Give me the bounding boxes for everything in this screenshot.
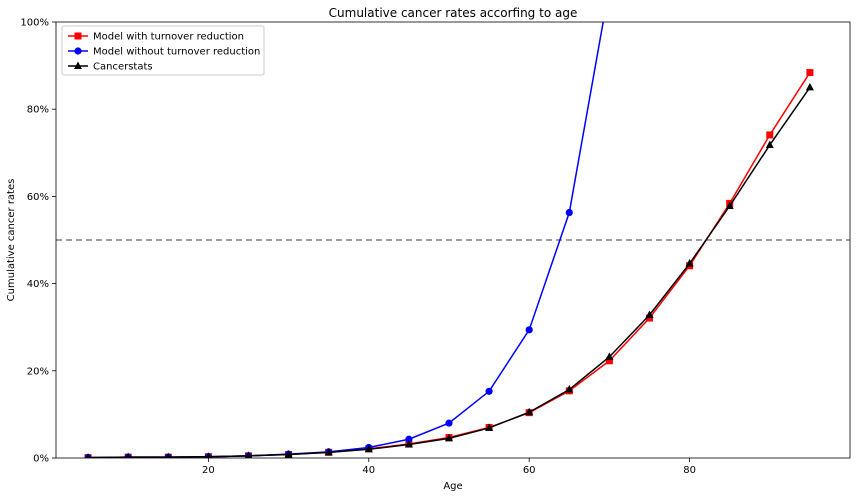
- plot-area: [56, 22, 850, 458]
- y-tick-label: 20%: [27, 366, 49, 377]
- series-2: [85, 82, 814, 458]
- legend: Model with turnover reduction Model witho…: [61, 25, 265, 76]
- data-point: [244, 451, 253, 458]
- data-point: [444, 433, 453, 442]
- data-point: [765, 140, 774, 148]
- legend-marker: [74, 61, 82, 69]
- y-tick-label: 0%: [33, 454, 49, 465]
- y-tick-label: 60%: [27, 192, 49, 203]
- data-point: [605, 357, 613, 365]
- legend-marker: [74, 32, 82, 40]
- data-point: [806, 69, 814, 77]
- data-point: [685, 259, 694, 267]
- data-point: [605, 352, 614, 360]
- series-line: [88, 72, 811, 458]
- data-point: [85, 453, 91, 458]
- y-tick-label: 80%: [27, 105, 49, 116]
- series-line: [88, 86, 811, 458]
- chart-title: Cumulative cancer rates accorfing to age: [329, 6, 578, 20]
- data-point: [645, 314, 653, 322]
- data-point: [725, 201, 734, 209]
- data-point: [165, 452, 172, 458]
- data-point: [324, 447, 333, 456]
- y-tick-label: 100%: [20, 18, 49, 29]
- x-axis-label: Age: [443, 481, 462, 492]
- legend-entry-label: Model with turnover reduction: [93, 32, 244, 43]
- series-0: [84, 69, 814, 458]
- x-tick-label: 60: [523, 465, 536, 476]
- data-point: [404, 439, 413, 448]
- data-point: [485, 423, 494, 431]
- data-point: [364, 444, 373, 453]
- data-point: [645, 310, 654, 318]
- y-tick-label: 40%: [27, 279, 49, 290]
- legend-entry-label: Model without turnover reduction: [93, 47, 260, 58]
- data-point: [485, 387, 493, 395]
- data-point: [205, 452, 212, 458]
- legend-marker: [74, 47, 82, 55]
- data-point: [445, 419, 453, 427]
- plot-frame: [55, 21, 851, 459]
- data-point: [766, 131, 774, 139]
- data-point: [125, 452, 132, 458]
- data-point: [805, 82, 814, 91]
- data-point: [565, 385, 574, 393]
- x-tick-label: 80: [683, 465, 696, 476]
- legend-box: [61, 25, 265, 76]
- x-tick-label: 40: [362, 465, 375, 476]
- data-point: [525, 326, 533, 334]
- data-point: [284, 450, 293, 458]
- y-axis-label: Cumulative cancer rates: [6, 179, 17, 302]
- data-point: [565, 208, 573, 217]
- axes: 20 40 60 80 0% 20% 40% 60% 80% 100%: [20, 18, 851, 476]
- legend-entry-label: Cancerstats: [93, 62, 153, 73]
- data-point: [525, 407, 534, 416]
- data-point: [405, 435, 413, 443]
- x-tick-label: 20: [202, 465, 215, 476]
